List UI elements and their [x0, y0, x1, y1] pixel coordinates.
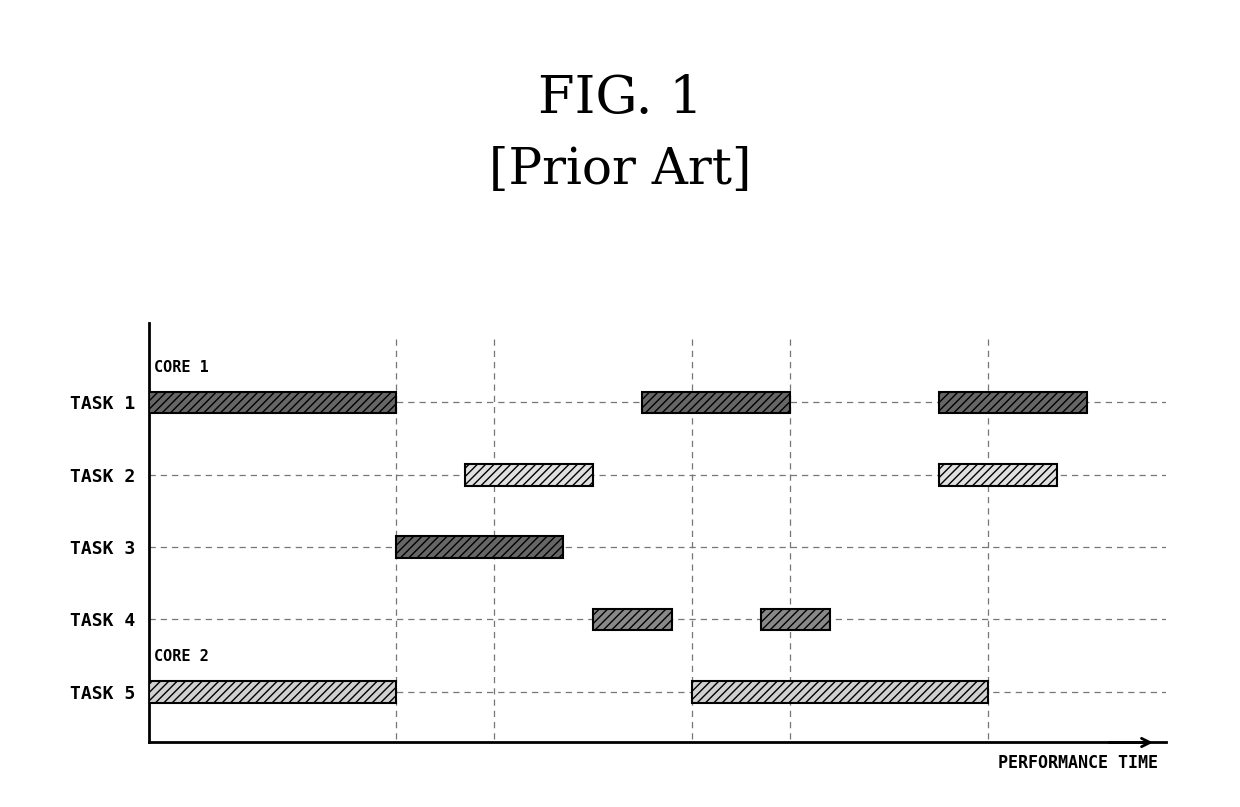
Bar [593, 608, 672, 630]
Text: [Prior Art]: [Prior Art] [489, 145, 751, 194]
Bar [149, 391, 396, 413]
Text: CORE 2: CORE 2 [154, 650, 208, 664]
Bar [149, 681, 396, 703]
Bar [642, 391, 790, 413]
Text: CORE 1: CORE 1 [154, 360, 208, 375]
Text: PERFORMANCE TIME: PERFORMANCE TIME [998, 754, 1158, 772]
Bar [692, 681, 988, 703]
Text: FIG. 1: FIG. 1 [538, 73, 702, 123]
Bar [761, 608, 830, 630]
Bar [396, 536, 563, 558]
Bar [939, 464, 1056, 486]
Bar [939, 391, 1086, 413]
Bar [465, 464, 593, 486]
